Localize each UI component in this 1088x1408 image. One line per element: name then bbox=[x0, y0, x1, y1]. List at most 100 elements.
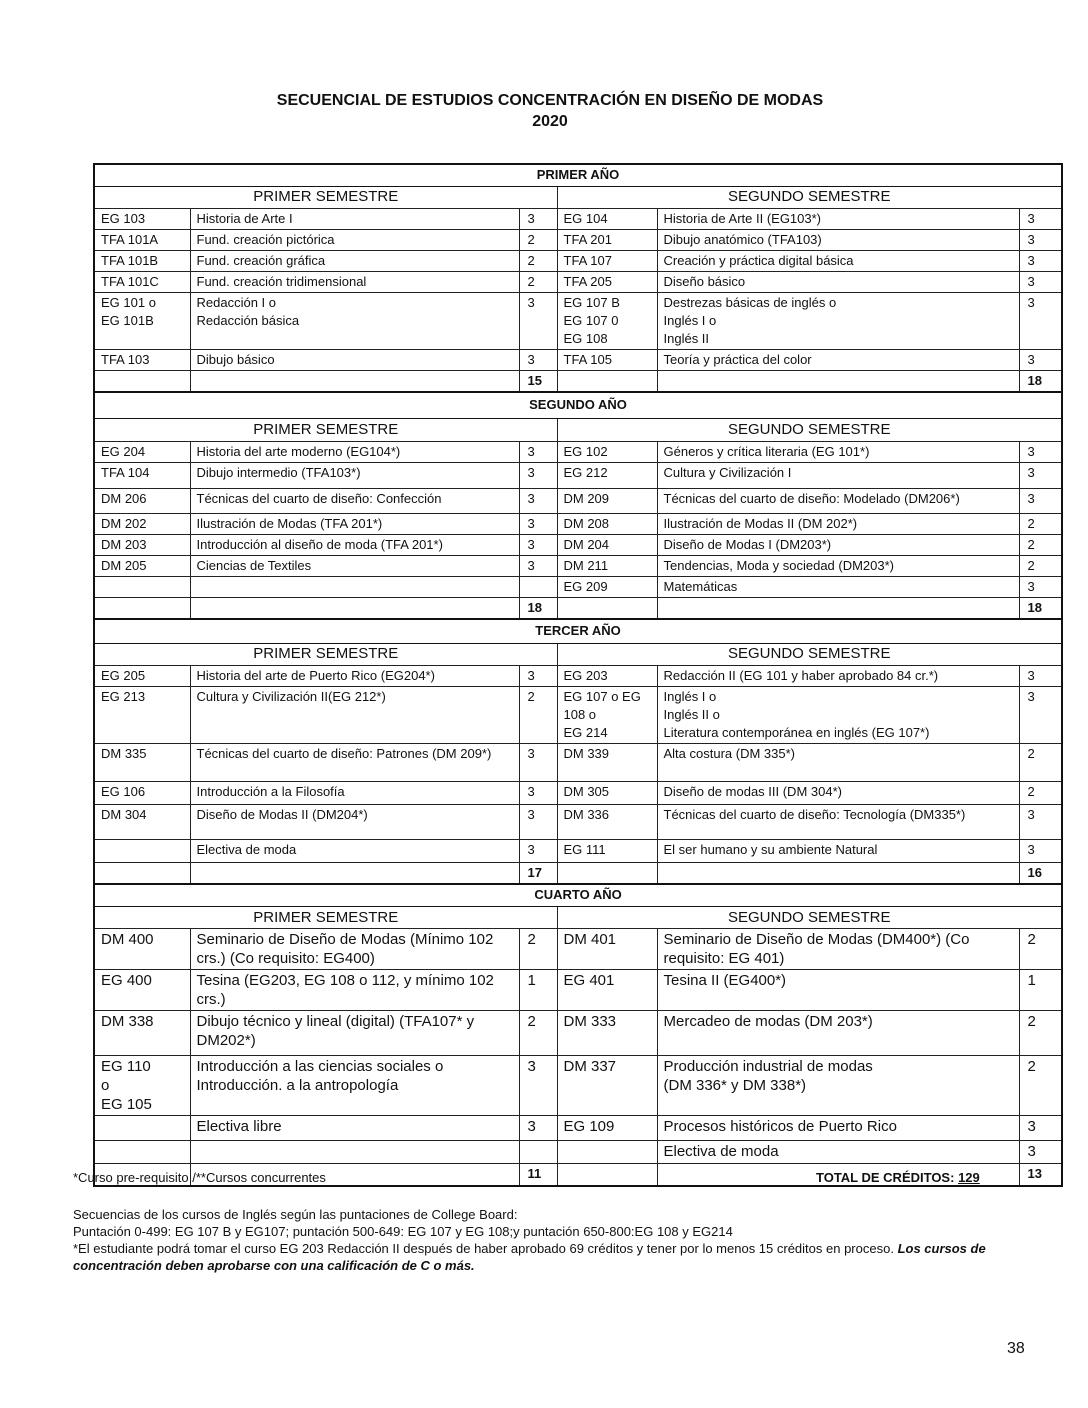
second-semester-label: SEGUNDO SEMESTRE bbox=[556, 642, 1063, 666]
year-header: SEGUNDO AÑO bbox=[93, 390, 1063, 419]
course-code: TFA 105 bbox=[556, 348, 658, 371]
grade-requirement-note: Los cursos de concentración deben aproba… bbox=[73, 1241, 986, 1273]
course-code: DM 400 bbox=[93, 928, 191, 970]
course-credits: 3 bbox=[1018, 270, 1063, 293]
course-name: Fund. creación tridimensional bbox=[189, 270, 520, 293]
second-semester-label: SEGUNDO SEMESTRE bbox=[556, 418, 1063, 442]
course-credits: 3 bbox=[518, 664, 558, 687]
total-credits-value: 129 bbox=[958, 1170, 980, 1185]
course-credits: 3 bbox=[518, 780, 558, 805]
course-code: DM 304 bbox=[93, 803, 191, 840]
course-code: EG 213 bbox=[93, 685, 191, 744]
course-code: EG 401 bbox=[556, 969, 658, 1011]
semester-header: PRIMER SEMESTRE SEGUNDO SEMESTRE bbox=[93, 185, 1063, 209]
course-credits: 2 bbox=[1018, 555, 1063, 577]
course-name: Tendencias, Moda y sociedad (DM203*) bbox=[656, 555, 1020, 577]
course-name: Fund. creación pictórica bbox=[189, 228, 520, 251]
first-semester-label: PRIMER SEMESTRE bbox=[93, 185, 558, 209]
course-name: Historia del arte moderno (EG104*) bbox=[189, 441, 520, 463]
course-credits: 1 bbox=[518, 969, 558, 1011]
course-credits: 3 bbox=[1018, 207, 1063, 230]
course-credits bbox=[518, 576, 558, 598]
course-credits: 3 bbox=[1018, 838, 1063, 863]
course-code: TFA 107 bbox=[556, 249, 658, 272]
semester-header: PRIMER SEMESTRE SEGUNDO SEMESTRE bbox=[93, 418, 1063, 442]
course-name: Técnicas del cuarto de diseño: Modelado … bbox=[656, 488, 1020, 514]
course-credits: 3 bbox=[1018, 803, 1063, 840]
empty-cell bbox=[656, 597, 1020, 620]
course-row: DM 206 Técnicas del cuarto de diseño: Con… bbox=[93, 488, 1063, 514]
course-code: TFA 104 bbox=[93, 462, 191, 489]
course-row: DM 202 Ilustración de Modas (TFA 201*) 3 DM… bbox=[93, 513, 1063, 535]
course-credits: 3 bbox=[518, 488, 558, 514]
empty-cell bbox=[556, 861, 658, 884]
legend-note: *Curso pre-requisito /**Cursos concurren… bbox=[73, 1170, 326, 1185]
course-credits: 3 bbox=[1018, 462, 1063, 489]
course-code: DM 305 bbox=[556, 780, 658, 805]
course-name: Redacción I o Redacción básica bbox=[189, 291, 520, 350]
course-credits: 1 bbox=[1018, 969, 1063, 1011]
empty-cell bbox=[93, 597, 191, 620]
course-code bbox=[556, 1140, 658, 1164]
course-code: TFA 205 bbox=[556, 270, 658, 293]
course-name: Dibujo intermedio (TFA103*) bbox=[189, 462, 520, 489]
course-name: Matemáticas bbox=[656, 576, 1020, 598]
course-code: EG 107 o EG 108 o EG 214 bbox=[556, 685, 658, 744]
course-credits: 3 bbox=[1018, 488, 1063, 514]
course-credits: 2 bbox=[1018, 1055, 1063, 1116]
page-number: 38 bbox=[1007, 1340, 1025, 1357]
course-code: EG 103 bbox=[93, 207, 191, 230]
year-header: TERCER AÑO bbox=[93, 618, 1063, 644]
second-semester-label: SEGUNDO SEMESTRE bbox=[556, 185, 1063, 209]
course-credits: 2 bbox=[518, 928, 558, 970]
course-name: Ilustración de Modas (TFA 201*) bbox=[189, 513, 520, 535]
course-code: DM 202 bbox=[93, 513, 191, 535]
course-code: DM 401 bbox=[556, 928, 658, 970]
empty-cell bbox=[189, 369, 520, 392]
course-name: Dibujo técnico y lineal (digital) (TFA10… bbox=[189, 1010, 520, 1056]
course-name: Cultura y Civilización II(EG 212*) bbox=[189, 685, 520, 744]
course-credits: 3 bbox=[518, 838, 558, 863]
year-title: PRIMER AÑO bbox=[93, 163, 1063, 187]
course-row: EG 110 o EG 105 Introducción a las cienci… bbox=[93, 1055, 1063, 1116]
course-credits: 2 bbox=[518, 685, 558, 744]
course-row: DM 400 Seminario de Diseño de Modas (Míni… bbox=[93, 928, 1063, 970]
course-credits: 3 bbox=[518, 1055, 558, 1116]
course-code: TFA 101B bbox=[93, 249, 191, 272]
course-credits: 2 bbox=[1018, 1010, 1063, 1056]
semester-totals-row: 17 16 bbox=[93, 861, 1063, 884]
course-credits: 3 bbox=[1018, 1115, 1063, 1141]
course-name: Historia de Arte I bbox=[189, 207, 520, 230]
course-code: EG 104 bbox=[556, 207, 658, 230]
course-credits: 3 bbox=[518, 348, 558, 371]
empty-cell bbox=[556, 1163, 658, 1186]
document-year: 2020 bbox=[532, 113, 568, 130]
course-code: EG 102 bbox=[556, 441, 658, 463]
course-row: DM 304 Diseño de Modas II (DM204*) 3 DM 336… bbox=[93, 803, 1063, 840]
course-name: Diseño de modas III (DM 304*) bbox=[656, 780, 1020, 805]
course-code: DM 339 bbox=[556, 742, 658, 782]
course-name: Mercadeo de modas (DM 203*) bbox=[656, 1010, 1020, 1056]
course-row: EG 205 Historia del arte de Puerto Rico (… bbox=[93, 664, 1063, 687]
course-credits: 3 bbox=[1018, 664, 1063, 687]
course-credits: 3 bbox=[518, 1115, 558, 1141]
course-code: EG 109 bbox=[556, 1115, 658, 1141]
course-code bbox=[93, 1140, 191, 1164]
course-name: Alta costura (DM 335*) bbox=[656, 742, 1020, 782]
course-row: Electiva de moda 3 bbox=[93, 1140, 1063, 1164]
course-name: Dibujo básico bbox=[189, 348, 520, 371]
empty-cell bbox=[556, 369, 658, 392]
course-name: Electiva de moda bbox=[189, 838, 520, 863]
total-credits-label: TOTAL DE CRÉDITOS: bbox=[816, 1170, 959, 1185]
course-code: TFA 101A bbox=[93, 228, 191, 251]
course-name: Introducción a la Filosofía bbox=[189, 780, 520, 805]
course-credits: 3 bbox=[1018, 291, 1063, 350]
course-credits: 3 bbox=[518, 207, 558, 230]
course-name: Cultura y Civilización I bbox=[656, 462, 1020, 489]
course-credits: 2 bbox=[1018, 928, 1063, 970]
course-credits: 3 bbox=[1018, 348, 1063, 371]
course-name: Historia del arte de Puerto Rico (EG204*… bbox=[189, 664, 520, 687]
course-row: EG 101 o EG 101B Redacción I o Redacción … bbox=[93, 291, 1063, 350]
course-name: Electiva de moda bbox=[656, 1140, 1020, 1164]
course-row: EG 204 Historia del arte moderno (EG104*)… bbox=[93, 441, 1063, 463]
